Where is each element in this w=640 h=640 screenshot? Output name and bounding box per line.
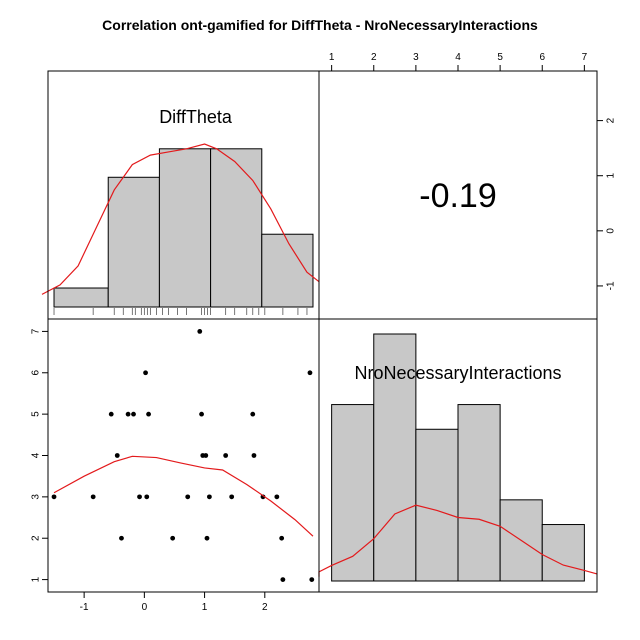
histogram-bar <box>210 148 263 308</box>
top-tick-label: 5 <box>497 52 503 63</box>
scatter-point <box>114 453 120 458</box>
density-curve <box>318 504 598 577</box>
x-tick-label: 2 <box>262 602 268 613</box>
smooth-curve <box>53 455 314 537</box>
scatter-point <box>90 494 96 500</box>
density-curve <box>41 143 320 295</box>
y-tick-label: 6 <box>31 370 42 376</box>
scatter-point <box>260 494 266 500</box>
histogram-bar <box>541 524 585 582</box>
histogram-bar <box>107 176 160 308</box>
frame-bottom-left <box>47 318 320 593</box>
variable-label-interactions: NroNecessaryInteractions <box>354 363 561 383</box>
right-tick-label: 0 <box>606 228 617 234</box>
x-tick-label: -1 <box>80 602 89 613</box>
scatter-point <box>309 577 315 582</box>
scatter-point <box>203 453 209 458</box>
histogram-bar <box>457 404 501 582</box>
scatter-point <box>125 411 131 417</box>
histogram-bar <box>331 404 375 582</box>
top-tick-label: 6 <box>539 52 545 63</box>
top-tick-label: 3 <box>413 52 419 63</box>
x-tick-label: 0 <box>142 602 148 613</box>
diff-theta-histogram-panel: DiffTheta <box>41 107 320 315</box>
histogram-bar <box>415 428 459 582</box>
scatter-point <box>146 411 151 417</box>
histogram-bar <box>373 333 417 582</box>
histogram-bar <box>158 148 212 308</box>
correlation-value: -0.19 <box>419 177 497 215</box>
variable-label-diff-theta: DiffTheta <box>159 107 233 127</box>
scatter-point <box>185 494 191 500</box>
scatter-point <box>108 411 114 417</box>
y-tick-label: 3 <box>31 494 42 500</box>
scatter-point <box>137 494 142 500</box>
scatter-panel <box>51 329 315 582</box>
scatter-point <box>144 494 150 500</box>
y-tick-label: 1 <box>31 576 42 582</box>
scatter-point <box>51 494 57 500</box>
scatter-point <box>307 370 313 376</box>
right-tick-label: 2 <box>606 117 617 123</box>
y-tick-label: 5 <box>31 411 42 417</box>
right-tick-label: -1 <box>606 281 617 290</box>
scatter-point <box>250 411 256 417</box>
correlation-panel: -0.19 <box>419 177 497 215</box>
scatter-point <box>170 535 176 541</box>
top-tick-label: 7 <box>582 52 588 63</box>
top-tick-label: 4 <box>455 52 461 63</box>
scatter-point <box>206 494 212 500</box>
scatter-point <box>131 411 136 417</box>
scatter-point <box>143 370 148 376</box>
chart-title: Correlation ont-gamified for DiffTheta -… <box>102 17 538 33</box>
scatter-point <box>199 411 204 417</box>
y-tick-label: 7 <box>31 328 42 334</box>
x-tick-label: 1 <box>202 602 208 613</box>
scatter-point <box>197 329 203 334</box>
scatter-point <box>251 453 257 458</box>
scatter-point <box>280 577 286 582</box>
scatter-point <box>229 494 235 500</box>
panel-frames <box>47 70 598 593</box>
scatter-point <box>119 535 124 541</box>
scatter-point <box>204 535 210 541</box>
histogram-bar <box>53 287 109 308</box>
right-tick-label: 1 <box>606 172 617 178</box>
top-tick-label: 2 <box>371 52 377 63</box>
top-tick-label: 1 <box>329 52 335 63</box>
interactions-histogram-panel: NroNecessaryInteractions <box>318 333 598 582</box>
scatter-point <box>274 494 280 500</box>
scatter-point <box>279 535 285 541</box>
y-tick-label: 4 <box>31 452 42 458</box>
frame-bottom-right <box>318 318 598 593</box>
scatter-point <box>223 453 229 458</box>
histogram-bar <box>261 233 314 308</box>
y-tick-label: 2 <box>31 535 42 541</box>
